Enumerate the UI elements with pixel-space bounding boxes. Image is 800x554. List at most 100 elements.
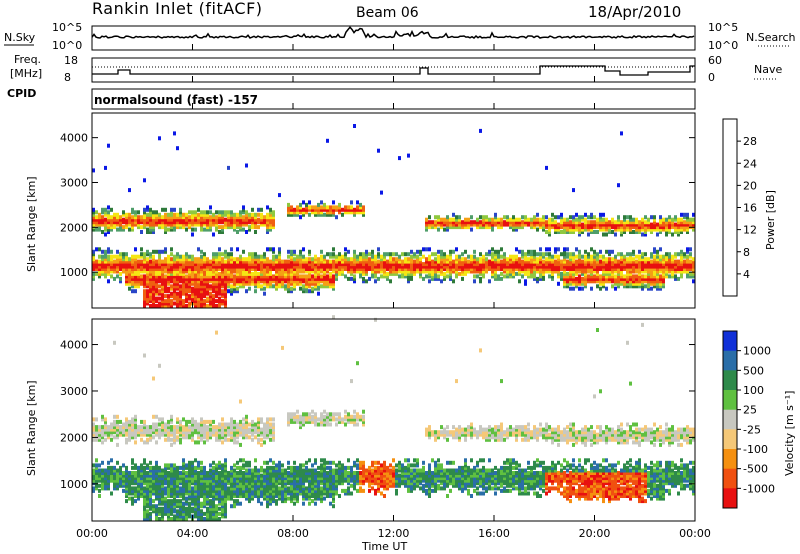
heatmap-cell <box>179 425 182 430</box>
heatmap-cell <box>215 435 218 440</box>
heatmap-cell <box>176 304 179 308</box>
heatmap-cell <box>356 264 359 269</box>
heatmap-cell <box>131 473 134 478</box>
heatmap-cell <box>635 220 638 225</box>
heatmap-cell <box>254 478 257 483</box>
heatmap-cell <box>278 460 281 465</box>
heatmap-cell <box>383 274 386 279</box>
heatmap-cell <box>623 274 626 279</box>
heatmap-cell <box>212 274 215 279</box>
heatmap-cell <box>626 227 629 232</box>
heatmap-cell <box>272 247 275 252</box>
heatmap-cell <box>230 435 233 440</box>
heatmap-cell <box>194 304 197 308</box>
heatmap-cell <box>269 276 272 281</box>
heatmap-cell <box>134 262 137 267</box>
heatmap-cell <box>107 473 110 478</box>
heatmap-cell <box>203 481 206 486</box>
heatmap-cell <box>296 254 299 259</box>
heatmap-cell <box>458 259 461 264</box>
heatmap-cell <box>170 264 173 269</box>
heatmap-cell <box>596 267 599 271</box>
heatmap-cell <box>548 217 551 222</box>
heatmap-cell <box>194 430 197 435</box>
heatmap-cell <box>233 491 236 496</box>
heatmap-cell <box>146 230 149 234</box>
heatmap-cell <box>578 220 581 225</box>
heatmap-cell <box>578 257 581 262</box>
heatmap-cell <box>611 262 614 267</box>
heatmap-cell <box>566 254 569 259</box>
heatmap-cell <box>374 264 377 269</box>
heatmap-cell <box>287 264 290 269</box>
heatmap-cell <box>560 230 563 234</box>
heatmap-cell <box>635 230 638 234</box>
heatmap-cell <box>362 271 365 276</box>
heatmap-cell <box>206 286 209 291</box>
heatmap-cell <box>692 279 695 284</box>
heatmap-cell <box>353 259 356 264</box>
heatmap-cell <box>260 267 263 271</box>
heatmap-cell <box>590 215 593 220</box>
heatmap-cell <box>347 207 350 212</box>
heatmap-cell <box>488 279 491 284</box>
heatmap-cell <box>134 271 137 276</box>
heatmap-cell <box>197 296 200 301</box>
heatmap-cell <box>359 207 362 212</box>
heatmap-cell <box>95 481 98 486</box>
heatmap-cell <box>110 227 113 232</box>
heatmap-cell <box>218 215 221 220</box>
heatmap-cell <box>650 279 653 284</box>
heatmap-cell <box>488 259 491 264</box>
heatmap-cell <box>563 257 566 262</box>
heatmap-cell <box>110 473 113 478</box>
heatmap-cell <box>362 264 365 269</box>
heatmap-cell <box>155 440 158 445</box>
heatmap-cell <box>128 488 131 493</box>
heatmap-cell <box>473 257 476 262</box>
heatmap-cell <box>194 476 197 481</box>
heatmap-cell <box>623 254 626 259</box>
heatmap-cell <box>338 254 341 259</box>
heatmap-cell <box>272 483 275 488</box>
heatmap-cell <box>215 427 218 432</box>
heatmap-cell <box>284 481 287 486</box>
heatmap-cell <box>164 286 167 291</box>
heatmap-cell <box>476 262 479 267</box>
heatmap-cell <box>368 276 371 281</box>
heatmap-cell <box>254 264 257 269</box>
heatmap-cell <box>113 476 116 481</box>
heatmap-cell <box>368 264 371 269</box>
heatmap-cell <box>314 205 317 210</box>
heatmap-cell <box>98 274 101 279</box>
heatmap-cell <box>302 259 305 264</box>
heatmap-cell <box>167 279 170 284</box>
heatmap-cell <box>245 257 248 262</box>
heatmap-cell <box>227 252 230 257</box>
heatmap-cell <box>665 222 668 227</box>
heatmap-cell <box>161 417 164 422</box>
heatmap-cell <box>344 262 347 267</box>
heatmap-cell <box>125 491 128 496</box>
heatmap-cell <box>548 269 551 274</box>
heatmap-cell <box>224 488 227 493</box>
heatmap-cell <box>365 262 368 267</box>
heatmap-cell <box>134 430 137 435</box>
heatmap-cell <box>680 225 683 230</box>
heatmap-cell <box>182 225 185 230</box>
heatmap-cell <box>200 427 203 432</box>
heatmap-cell <box>125 267 128 271</box>
heatmap-cell <box>260 284 263 289</box>
heatmap-cell <box>629 254 632 259</box>
heatmap-cell <box>605 232 608 237</box>
heatmap-cell <box>512 267 515 271</box>
heatmap-cell <box>383 257 386 262</box>
heatmap-cell <box>563 230 566 234</box>
heatmap-cell <box>683 259 686 264</box>
heatmap-cell <box>260 491 263 496</box>
heatmap-cell <box>200 509 203 514</box>
heatmap-cell <box>650 264 653 269</box>
heatmap-cell <box>170 511 173 516</box>
heatmap-cell <box>266 468 269 473</box>
heatmap-cell <box>125 276 128 281</box>
